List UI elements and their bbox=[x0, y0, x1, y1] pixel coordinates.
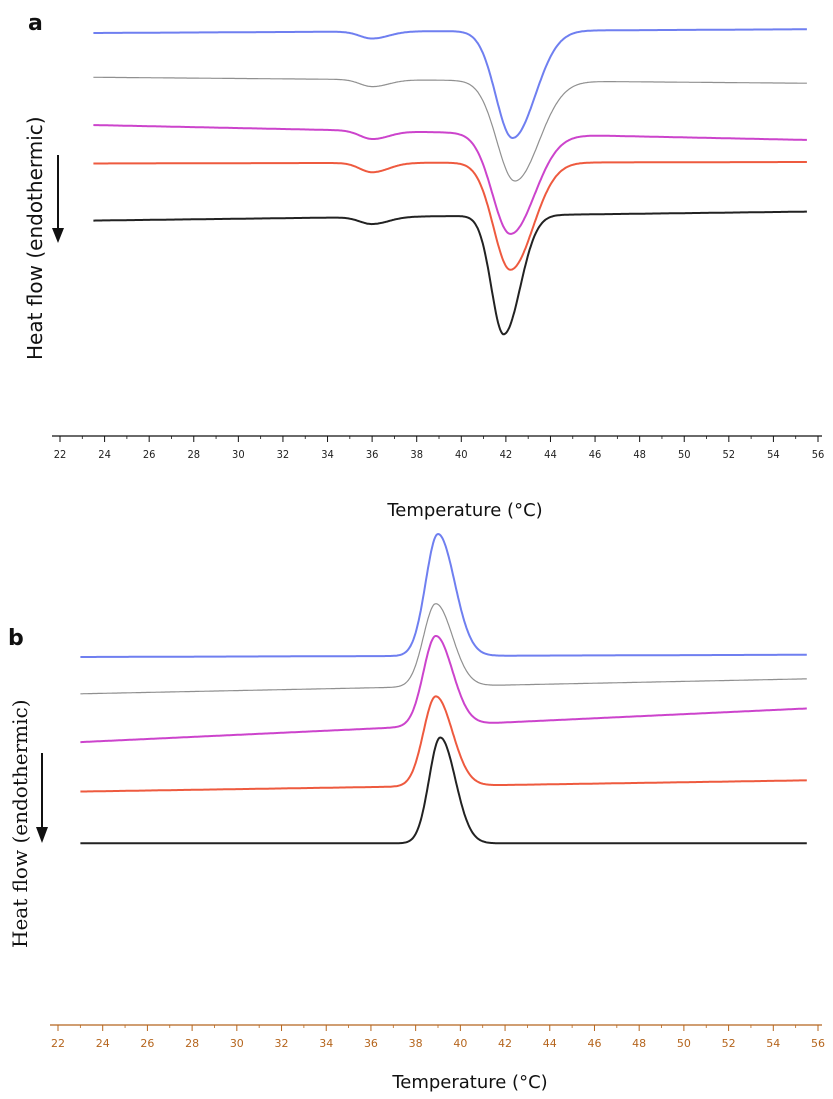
x-tick-label: 38 bbox=[409, 1037, 423, 1050]
series-line bbox=[93, 28, 807, 140]
series-line bbox=[80, 532, 807, 658]
series-line bbox=[80, 736, 807, 845]
panel-b-xlabel: Temperature (°C) bbox=[391, 1072, 547, 1093]
x-tick-label: 22 bbox=[51, 1037, 65, 1050]
panel-b-ylabel: Heat flow (endothermic) bbox=[8, 700, 32, 949]
panel-b: b Heat flow (endothermic) 22 24 26 28 30 32 34… bbox=[8, 532, 825, 1093]
x-tick-label: 34 bbox=[321, 448, 334, 461]
x-tick-label: 32 bbox=[277, 448, 290, 461]
x-tick-label: 28 bbox=[187, 448, 200, 461]
x-tick-label: 50 bbox=[677, 1037, 691, 1050]
panel-a-series bbox=[93, 28, 807, 336]
x-tick-label: 50 bbox=[678, 448, 691, 461]
panel-b-letter: b bbox=[8, 626, 24, 651]
x-tick-label: 24 bbox=[98, 448, 111, 461]
series-line bbox=[93, 76, 807, 182]
x-tick-label: 22 bbox=[54, 448, 67, 461]
panel-b-series bbox=[80, 532, 807, 845]
panel-a-ylabel: Heat flow (endothermic) bbox=[23, 116, 47, 360]
x-tick-label: 48 bbox=[633, 448, 646, 461]
x-tick-label: 48 bbox=[632, 1037, 646, 1050]
x-tick-label: 54 bbox=[767, 448, 780, 461]
x-tick-label: 30 bbox=[230, 1037, 244, 1050]
x-tick-label: 36 bbox=[364, 1037, 378, 1050]
panel-b-y-arrow bbox=[36, 753, 48, 843]
series-line bbox=[80, 695, 807, 793]
x-tick-label: 56 bbox=[811, 1037, 825, 1050]
x-tick-label: 52 bbox=[723, 448, 736, 461]
panel-a: a Heat flow (endothermic) 22 24 26 28 30 32 34… bbox=[23, 11, 824, 521]
x-tick-label: 28 bbox=[185, 1037, 199, 1050]
x-tick-label: 36 bbox=[366, 448, 379, 461]
x-tick-label: 46 bbox=[589, 448, 602, 461]
x-tick-label: 32 bbox=[275, 1037, 289, 1050]
x-tick-label: 44 bbox=[543, 1037, 557, 1050]
panel-a-xlabel: Temperature (°C) bbox=[386, 500, 542, 521]
x-tick-label: 44 bbox=[544, 448, 557, 461]
series-line bbox=[93, 161, 807, 271]
x-tick-label: 54 bbox=[766, 1037, 780, 1050]
x-tick-label: 38 bbox=[410, 448, 423, 461]
x-tick-label: 34 bbox=[319, 1037, 333, 1050]
panel-a-x-axis: 22 24 26 28 30 32 34 36 38 40 42 44 46 48 50 52 54 56 bbox=[52, 435, 825, 461]
x-tick-label: 40 bbox=[455, 448, 468, 461]
x-tick-label: 24 bbox=[96, 1037, 110, 1050]
x-tick-label: 40 bbox=[453, 1037, 467, 1050]
x-tick-label: 42 bbox=[500, 448, 513, 461]
x-tick-label: 26 bbox=[140, 1037, 154, 1050]
x-tick-label: 26 bbox=[143, 448, 156, 461]
series-line bbox=[80, 635, 807, 744]
panel-a-y-arrow bbox=[52, 155, 64, 243]
panel-b-x-axis: 22 24 26 28 30 32 34 36 38 40 42 44 46 48 50 52 54 56 bbox=[50, 1024, 825, 1050]
series-line bbox=[80, 603, 807, 695]
panel-a-letter: a bbox=[28, 11, 43, 36]
x-tick-label: 30 bbox=[232, 448, 245, 461]
x-tick-label: 42 bbox=[498, 1037, 512, 1050]
x-tick-label: 56 bbox=[812, 448, 825, 461]
series-line bbox=[93, 210, 807, 336]
series-line bbox=[93, 124, 807, 235]
x-tick-label: 52 bbox=[722, 1037, 736, 1050]
x-tick-label: 46 bbox=[587, 1037, 601, 1050]
